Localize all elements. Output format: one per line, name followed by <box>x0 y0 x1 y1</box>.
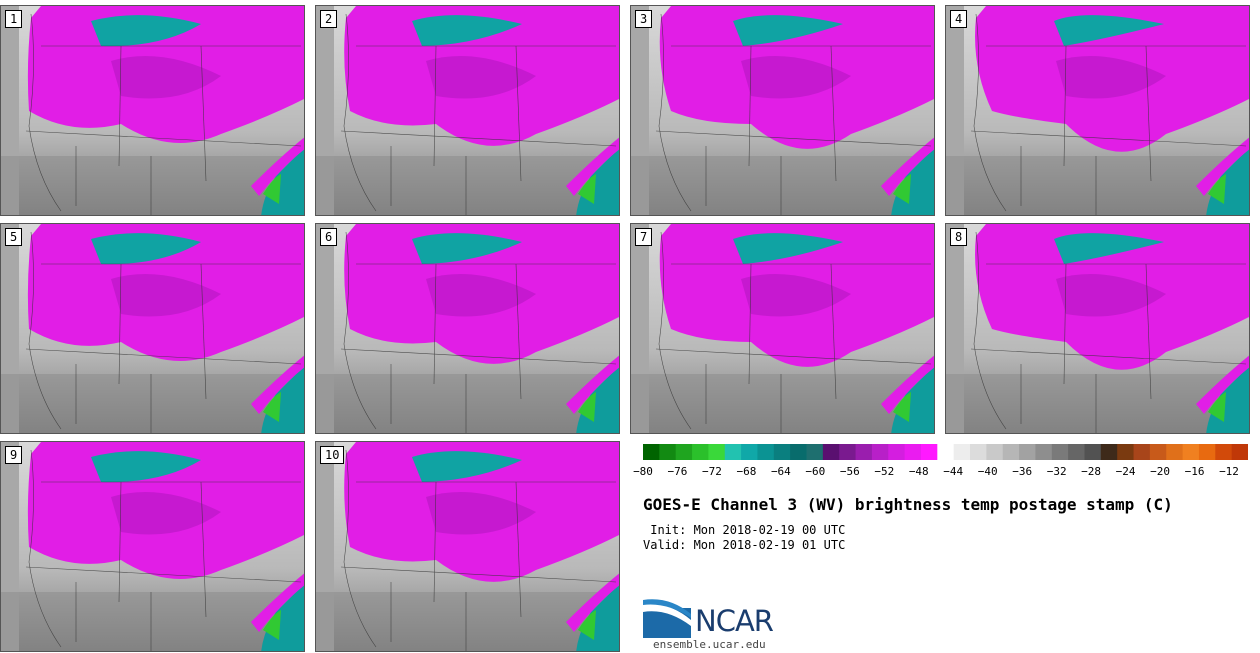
panel-number-label: 10 <box>320 446 345 464</box>
colorbar-tick-label: −20 <box>1150 465 1170 478</box>
colorbar-swatch <box>643 444 660 460</box>
colorbar-swatch <box>839 444 857 460</box>
panel-number-label: 5 <box>5 228 23 246</box>
colorbar-tick-label: −16 <box>1184 465 1205 478</box>
colorbar-swatch <box>1084 444 1102 460</box>
colorbar-tick-label: −56 <box>839 465 860 478</box>
colorbar-tick-label: −36 <box>1012 465 1033 478</box>
water-vapor-map <box>1 224 304 433</box>
colorbar-tick-label: −40 <box>977 465 998 478</box>
colorbar-tick-label: −52 <box>874 465 895 478</box>
water-vapor-map <box>1 442 304 651</box>
ncar-logo-text: NCAR <box>695 604 774 638</box>
water-vapor-map <box>1 6 304 215</box>
colorbar-swatch <box>1231 444 1248 460</box>
colorbar-tick-label: −64 <box>770 465 791 478</box>
map-panel-3: 3 <box>630 5 935 216</box>
map-panel-6: 6 <box>315 223 620 434</box>
map-panel-5: 5 <box>0 223 305 434</box>
colorbar-swatch <box>1182 444 1200 460</box>
map-panel-8: 8 <box>945 223 1250 434</box>
map-panel-10: 10 <box>315 441 620 652</box>
water-vapor-map <box>946 224 1249 433</box>
colorbar <box>643 444 1248 460</box>
map-panel-9: 9 <box>0 441 305 652</box>
colorbar-swatch <box>692 444 709 460</box>
colorbar-tick-label: −24 <box>1115 465 1136 478</box>
init-time: Init: Mon 2018-02-19 00 UTC <box>643 523 846 537</box>
colorbar-swatch <box>1166 444 1184 460</box>
panel-number-label: 2 <box>320 10 338 28</box>
colorbar-swatch <box>1149 444 1167 460</box>
colorbar-swatch <box>970 444 987 460</box>
colorbar-swatch <box>953 444 971 460</box>
water-vapor-map <box>946 6 1249 215</box>
colorbar-swatch <box>904 444 922 460</box>
panel-number-label: 1 <box>5 10 23 28</box>
colorbar-swatch <box>659 444 677 460</box>
colorbar-swatch <box>1035 444 1053 460</box>
colorbar-swatch <box>1198 444 1216 460</box>
colorbar-tick-label: −68 <box>736 465 757 478</box>
colorbar-swatch <box>986 444 1004 460</box>
colorbar-swatch <box>871 444 889 460</box>
colorbar-swatch <box>888 444 906 460</box>
water-vapor-map <box>631 6 934 215</box>
colorbar-tick-label: −76 <box>667 465 688 478</box>
colorbar-swatch <box>1100 444 1118 460</box>
colorbar-swatch <box>822 444 840 460</box>
panel-number-label: 6 <box>320 228 338 246</box>
colorbar-swatch <box>920 444 938 460</box>
panel-number-label: 4 <box>950 10 968 28</box>
colorbar-swatch <box>806 444 824 460</box>
water-vapor-map <box>316 442 619 651</box>
colorbar-tick-label: −44 <box>943 465 964 478</box>
map-panel-4: 4 <box>945 5 1250 216</box>
logo-url: ensemble.ucar.edu <box>653 638 766 651</box>
panel-number-label: 3 <box>635 10 653 28</box>
map-panel-2: 2 <box>315 5 620 216</box>
colorbar-swatch <box>1133 444 1151 460</box>
colorbar-swatch <box>724 444 742 460</box>
colorbar-swatch <box>937 444 955 460</box>
colorbar-tick-label: −32 <box>1046 465 1067 478</box>
panel-number-label: 8 <box>950 228 968 246</box>
water-vapor-map <box>631 224 934 433</box>
colorbar-swatch <box>1002 444 1020 460</box>
colorbar-tick-label: −60 <box>805 465 826 478</box>
figure-title: GOES-E Channel 3 (WV) brightness temp po… <box>643 495 1173 514</box>
colorbar-swatch <box>855 444 873 460</box>
panel-number-label: 7 <box>635 228 653 246</box>
colorbar-tick-label: −12 <box>1219 465 1239 478</box>
colorbar-swatch <box>708 444 726 460</box>
map-panel-1: 1 <box>0 5 305 216</box>
colorbar-swatch <box>757 444 775 460</box>
colorbar-tick-label: −48 <box>908 465 929 478</box>
ncar-logo-icon <box>643 599 691 638</box>
colorbar-swatch <box>1215 444 1233 460</box>
colorbar-tick-label: −28 <box>1081 465 1102 478</box>
map-panel-7: 7 <box>630 223 935 434</box>
panel-number-label: 9 <box>5 446 23 464</box>
water-vapor-map <box>316 6 619 215</box>
water-vapor-map <box>316 224 619 433</box>
colorbar-swatch <box>675 444 693 460</box>
colorbar-swatch <box>1019 444 1036 460</box>
colorbar-swatch <box>1051 444 1069 460</box>
colorbar-swatch <box>741 444 758 460</box>
colorbar-tick-label: −72 <box>702 465 722 478</box>
colorbar-swatch <box>1068 444 1085 460</box>
valid-time: Valid: Mon 2018-02-19 01 UTC <box>643 538 846 552</box>
colorbar-swatch <box>790 444 808 460</box>
colorbar-swatch <box>1117 444 1135 460</box>
colorbar-tick-label: −80 <box>633 465 653 478</box>
colorbar-swatch <box>773 444 791 460</box>
